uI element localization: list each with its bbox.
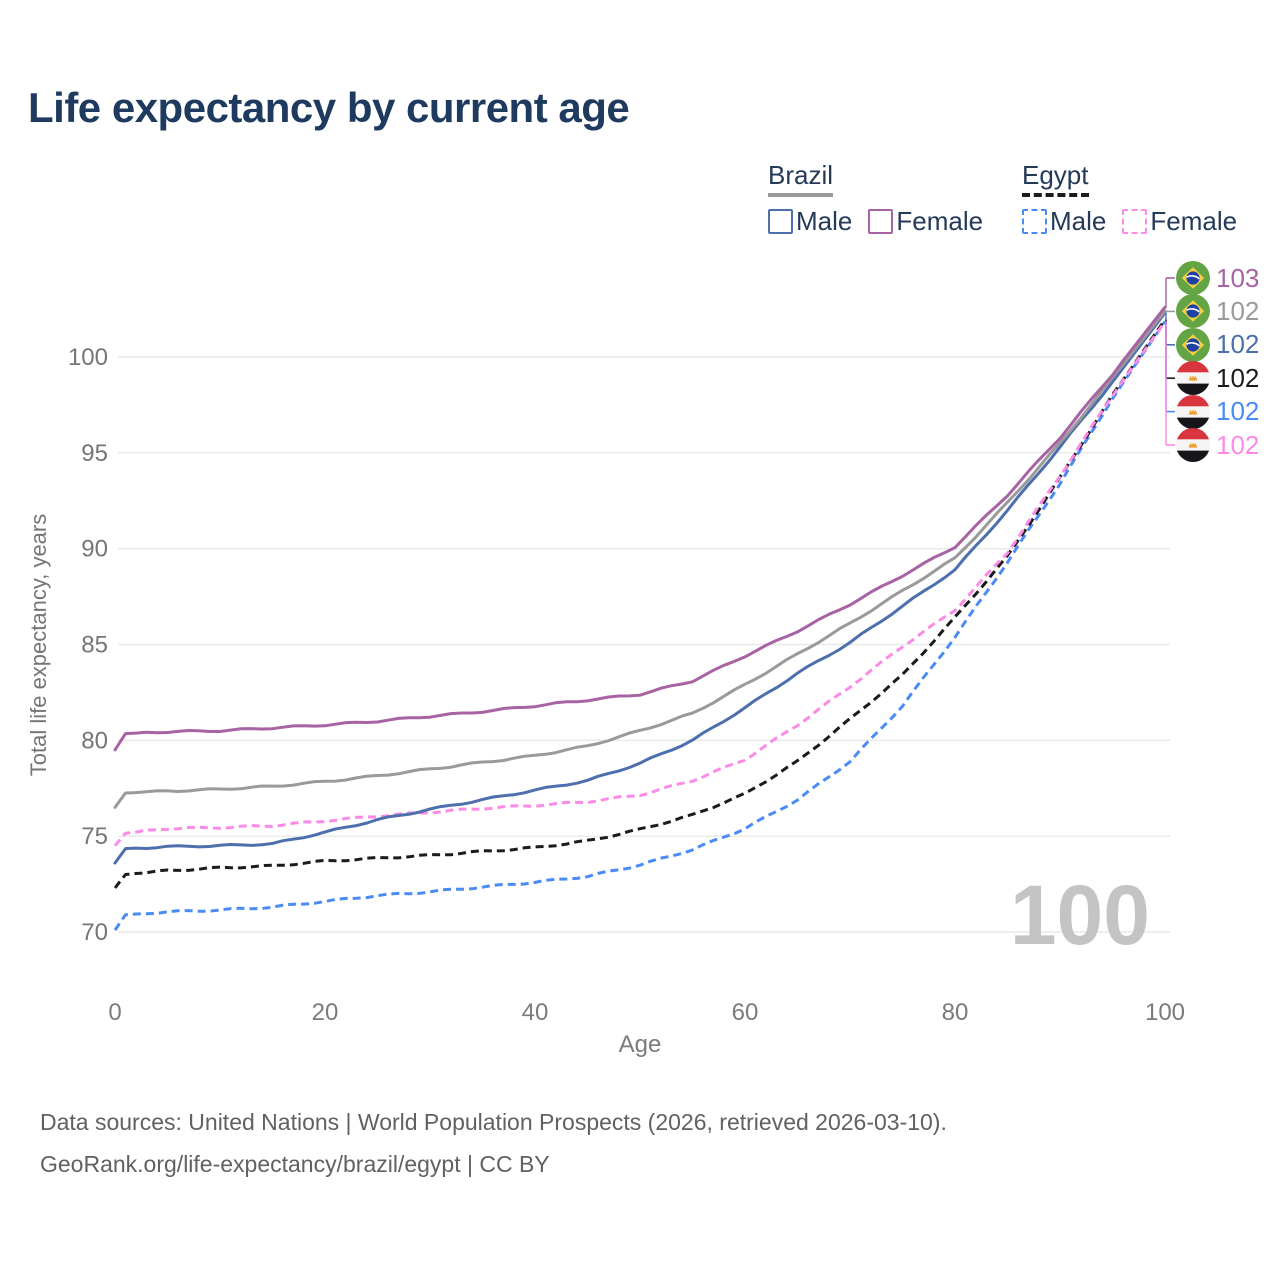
y-tick-label: 80 [81,727,108,754]
legend-swatch-egypt-male[interactable] [1022,209,1047,234]
legend-swatch-egypt-female[interactable] [1122,209,1148,234]
legend-group-title-egypt: Egypt [1022,160,1089,197]
y-tick-label: 75 [81,823,108,850]
footer: Data sources: United Nations | World Pop… [40,1101,947,1185]
legend: Brazil Male Female Egypt Male Female [0,160,1280,244]
egypt-flag-icon [1176,361,1210,396]
legend-group-egypt: Egypt Male Female [1022,160,1237,237]
end-label-egypt-male: 102 [1176,394,1260,429]
y-tick-label: 70 [81,919,108,946]
y-tick-label: 100 [68,344,108,371]
end-label-egypt-female: 102 [1176,428,1259,462]
x-axis-title: Age [619,1031,662,1058]
brazil-flag-icon [1176,294,1210,329]
brazil-flag-icon [1176,327,1210,362]
brazil-flag-icon [1176,261,1210,295]
line-brazil[interactable] [113,309,1167,809]
line-egypt[interactable] [113,318,1167,889]
legend-label: Female [1150,206,1238,236]
line-egypt-female[interactable] [113,320,1167,847]
age-counter-watermark: 100 [1010,868,1150,962]
line-brazil-female[interactable] [113,305,1167,752]
x-tick-label: 0 [108,999,121,1026]
legend-item-egypt-male[interactable]: Male [1022,206,1106,237]
end-label-value: 102 [1216,362,1260,393]
y-axis-title: Total life expectancy, years [26,514,51,777]
x-tick-label: 40 [522,999,549,1026]
end-label-value: 102 [1216,396,1260,427]
y-tick-label: 85 [81,632,108,659]
x-tick-label: 60 [732,999,759,1026]
legend-label: Male [1050,206,1107,236]
line-brazil-male[interactable] [113,311,1167,865]
x-tick-label: 20 [312,999,339,1026]
end-label-egypt: 102 [1176,361,1260,396]
y-tick-label: 90 [81,536,108,563]
legend-swatch-brazil-female[interactable] [868,209,894,234]
end-label-brazil-female: 103 [1176,261,1259,295]
end-label-brazil-male: 102 [1176,327,1260,362]
chart-title: Life expectancy by current age [28,84,630,131]
x-tick-label: 100 [1145,999,1185,1026]
line-egypt-male[interactable] [113,320,1167,931]
legend-item-brazil-male[interactable]: Male [768,206,852,237]
y-tick-label: 95 [81,440,108,467]
x-tick-label: 80 [942,999,969,1026]
end-label-value: 103 [1216,262,1260,293]
footer-citation: GeoRank.org/life-expectancy/brazil/egypt… [40,1151,550,1177]
end-label-value: 102 [1216,295,1260,326]
legend-item-brazil-female[interactable]: Female [868,206,983,237]
legend-label: Male [796,206,853,236]
end-label-brazil: 102 [1176,294,1260,329]
legend-group-title-brazil: Brazil [768,160,834,197]
legend-item-egypt-female[interactable]: Female [1122,206,1237,237]
end-label-value: 102 [1216,429,1260,460]
end-label-value: 102 [1216,329,1260,360]
legend-label: Female [896,206,984,236]
footer-sources: Data sources: United Nations | World Pop… [40,1109,947,1135]
legend-swatch-brazil-male[interactable] [768,209,793,234]
egypt-flag-icon [1176,394,1210,429]
egypt-flag-icon [1176,428,1210,462]
legend-group-brazil: Brazil Male Female [768,160,983,237]
